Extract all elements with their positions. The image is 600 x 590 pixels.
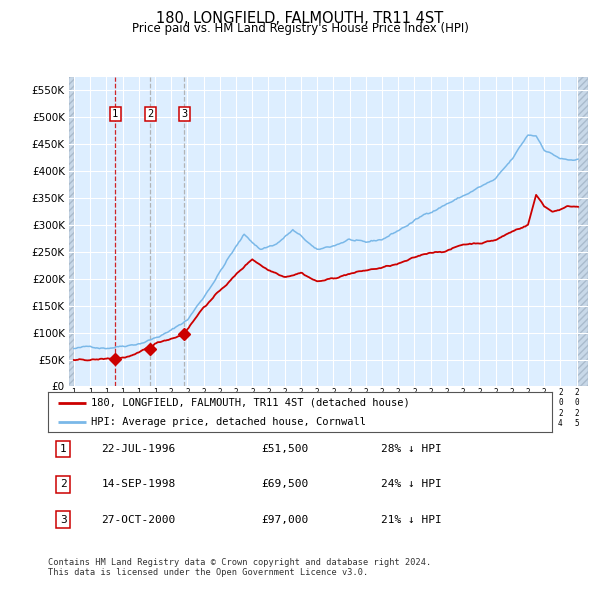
Text: 21% ↓ HPI: 21% ↓ HPI <box>380 515 441 525</box>
Text: 22-JUL-1996: 22-JUL-1996 <box>101 444 176 454</box>
Text: 14-SEP-1998: 14-SEP-1998 <box>101 480 176 489</box>
Text: 1: 1 <box>60 444 67 454</box>
Text: Price paid vs. HM Land Registry's House Price Index (HPI): Price paid vs. HM Land Registry's House … <box>131 22 469 35</box>
Text: 24% ↓ HPI: 24% ↓ HPI <box>380 480 441 489</box>
Text: 28% ↓ HPI: 28% ↓ HPI <box>380 444 441 454</box>
Text: 27-OCT-2000: 27-OCT-2000 <box>101 515 176 525</box>
Text: 3: 3 <box>60 515 67 525</box>
Text: 2: 2 <box>147 109 154 119</box>
Text: 1: 1 <box>112 109 118 119</box>
Text: 180, LONGFIELD, FALMOUTH, TR11 4ST: 180, LONGFIELD, FALMOUTH, TR11 4ST <box>157 11 443 25</box>
Text: £97,000: £97,000 <box>261 515 308 525</box>
Text: 180, LONGFIELD, FALMOUTH, TR11 4ST (detached house): 180, LONGFIELD, FALMOUTH, TR11 4ST (deta… <box>91 398 410 408</box>
Text: £51,500: £51,500 <box>261 444 308 454</box>
Text: Contains HM Land Registry data © Crown copyright and database right 2024.: Contains HM Land Registry data © Crown c… <box>48 558 431 566</box>
Text: 2: 2 <box>60 480 67 489</box>
Text: HPI: Average price, detached house, Cornwall: HPI: Average price, detached house, Corn… <box>91 417 366 427</box>
Text: 3: 3 <box>181 109 188 119</box>
Text: £69,500: £69,500 <box>261 480 308 489</box>
Text: This data is licensed under the Open Government Licence v3.0.: This data is licensed under the Open Gov… <box>48 568 368 577</box>
